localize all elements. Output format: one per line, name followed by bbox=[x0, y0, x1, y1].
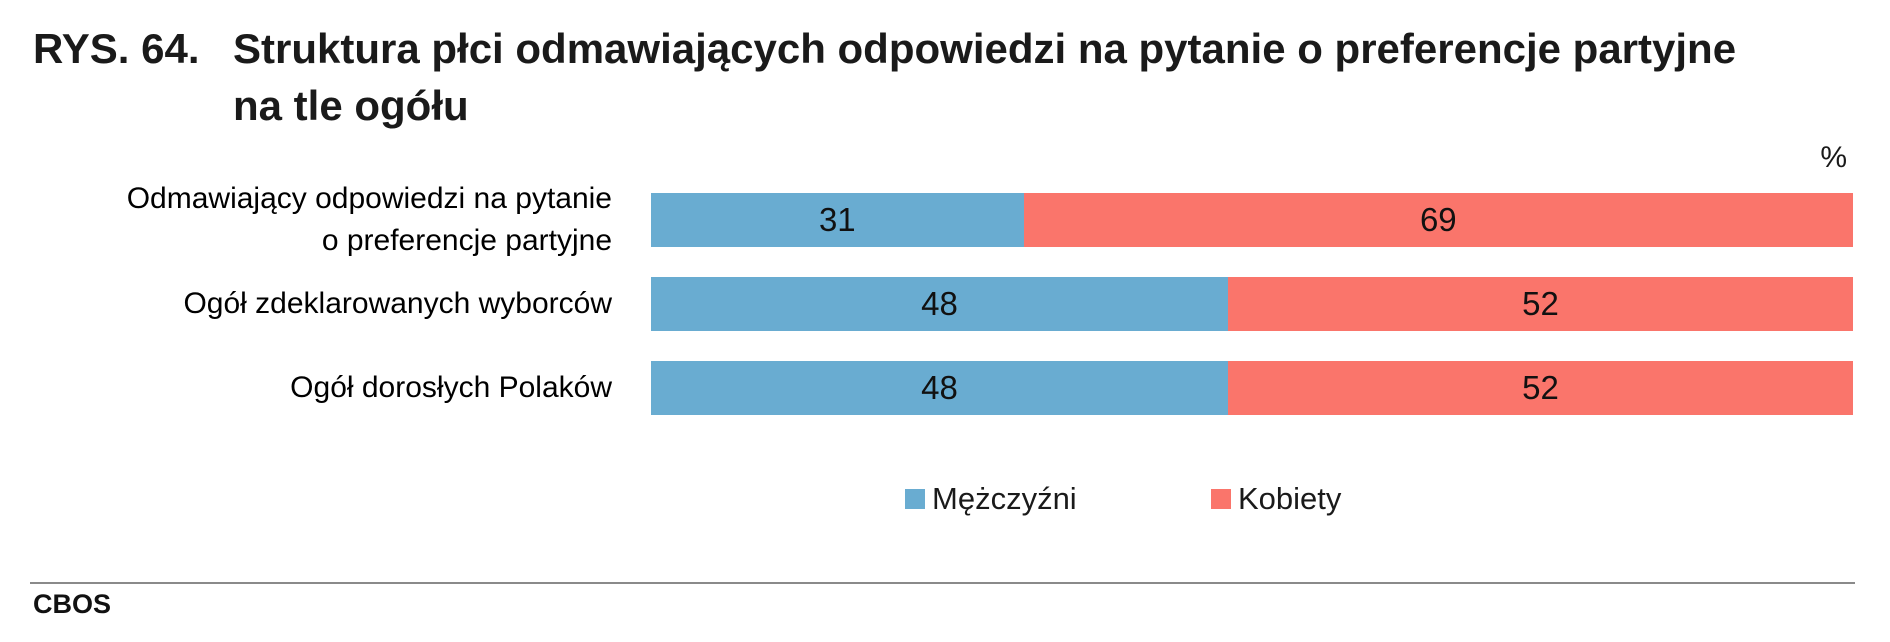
figure-title-line2: na tle ogółu bbox=[233, 82, 469, 129]
bar-segment-women: 52 bbox=[1227, 277, 1853, 331]
figure-title-line1: Struktura płci odmawiających odpowiedzi … bbox=[233, 25, 1737, 72]
bar-segment-women: 52 bbox=[1227, 361, 1853, 415]
bar-row-refusers: Odmawiający odpowiedzi na pytanie o pref… bbox=[0, 182, 1890, 257]
legend-swatch-women-icon bbox=[1211, 489, 1231, 509]
category-label: Ogół zdeklarowanych wyborców bbox=[0, 277, 612, 331]
category-label: Ogół dorosłych Polaków bbox=[0, 361, 612, 415]
category-label: Odmawiający odpowiedzi na pytanie o pref… bbox=[0, 182, 612, 257]
category-label-line1: Odmawiający odpowiedzi na pytanie bbox=[126, 182, 612, 215]
bar-value-men: 48 bbox=[921, 285, 958, 322]
bar-row-adult-poles: Ogół dorosłych Polaków 48 52 bbox=[0, 361, 1890, 415]
bar-segment-men: 48 bbox=[651, 361, 1228, 415]
legend-swatch-men-icon bbox=[905, 489, 925, 509]
figure-title: RYS. 64. Struktura płci odmawiających od… bbox=[33, 20, 1736, 134]
cbos-logo: CBOS bbox=[33, 589, 112, 619]
legend-item-men: Mężczyźni bbox=[905, 481, 1077, 516]
stacked-bar: 48 52 bbox=[651, 361, 1853, 415]
category-label-line1: Ogół zdeklarowanych wyborców bbox=[183, 287, 612, 320]
bar-segment-women: 69 bbox=[1023, 193, 1853, 247]
category-label-line2: o preferencje partyjne bbox=[321, 224, 612, 257]
bar-value-men: 31 bbox=[818, 201, 856, 238]
legend-label-women: Kobiety bbox=[1238, 481, 1342, 516]
stacked-bar: 48 52 bbox=[651, 277, 1853, 331]
figure-title-text: Struktura płci odmawiających odpowiedzi … bbox=[233, 20, 1736, 134]
legend-item-women: Kobiety bbox=[1211, 481, 1342, 516]
bar-row-declared-voters: Ogół zdeklarowanych wyborców 48 52 bbox=[0, 277, 1890, 331]
bar-segment-men: 31 bbox=[651, 193, 1024, 247]
bar-value-women: 52 bbox=[1522, 285, 1559, 322]
bar-value-women: 69 bbox=[1419, 201, 1457, 238]
bar-value-men: 48 bbox=[921, 369, 958, 406]
axis-unit-label: % bbox=[1820, 141, 1847, 174]
figure-number: RYS. 64. bbox=[33, 25, 200, 72]
bar-segment-men: 48 bbox=[651, 277, 1228, 331]
legend-label-men: Mężczyźni bbox=[932, 481, 1077, 516]
category-label-line1: Ogół dorosłych Polaków bbox=[290, 371, 612, 404]
bar-value-women: 52 bbox=[1522, 369, 1559, 406]
footer-divider bbox=[30, 582, 1855, 584]
stacked-bar: 31 69 bbox=[651, 193, 1853, 247]
